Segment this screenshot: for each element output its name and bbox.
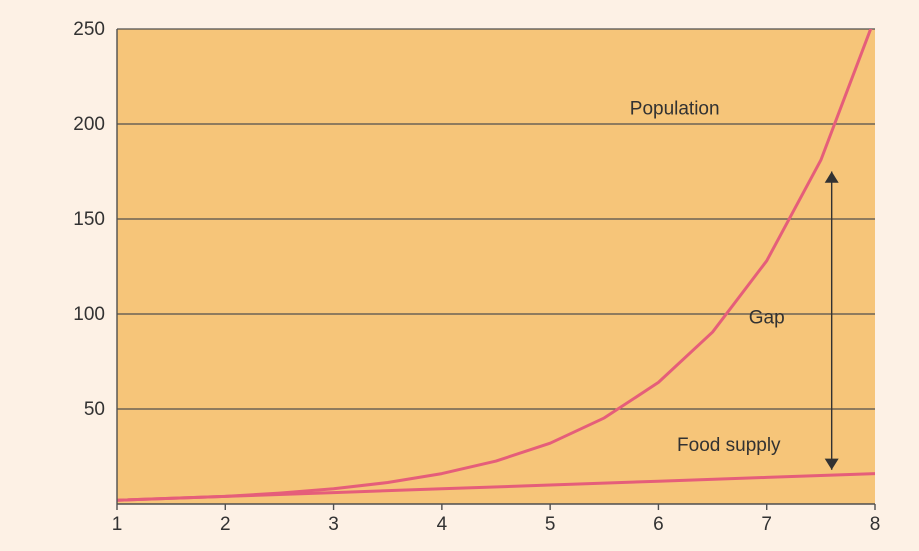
malthus-chart: 1 2 3 4 5 6 7 8 50 100 150 200 250 Population Gap Food … [0,0,919,551]
x-tick-label: 1 [112,514,123,535]
x-tick-label: 8 [870,514,881,535]
y-tick-label: 50 [84,399,105,420]
x-tick-label: 6 [653,514,664,535]
label-population: Population [630,99,720,120]
y-tick-label: 100 [73,304,105,325]
label-food-supply: Food supply [677,435,781,456]
y-tick-label: 200 [73,114,105,135]
x-tick-label: 7 [761,514,772,535]
y-tick-label: 250 [73,19,105,40]
chart-svg: 1 2 3 4 5 6 7 8 50 100 150 200 250 Population Gap Food … [0,0,919,551]
x-tick-label: 5 [545,514,556,535]
y-tick-label: 150 [73,209,105,230]
x-tick-label: 2 [220,514,231,535]
label-gap: Gap [749,308,785,329]
x-tick-label: 4 [437,514,448,535]
x-tick-label: 3 [328,514,339,535]
